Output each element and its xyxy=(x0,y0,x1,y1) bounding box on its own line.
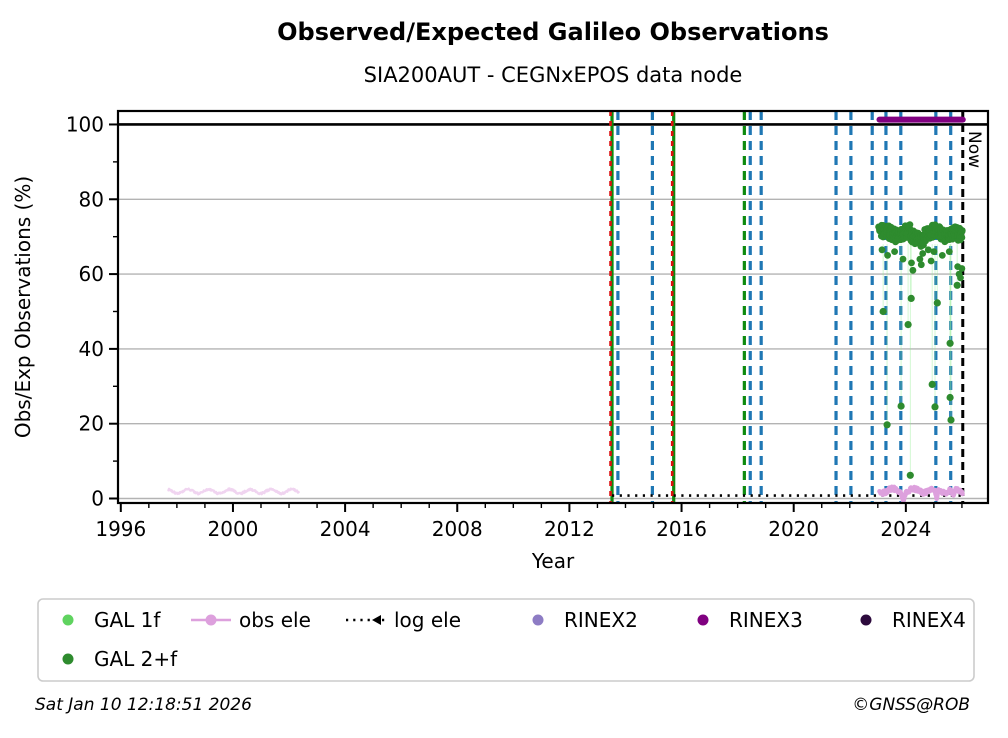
legend-box xyxy=(37,598,975,682)
legend-label: GAL 2+f xyxy=(94,647,178,671)
legend-marker-dot xyxy=(860,614,872,626)
gal2f-outlier-point xyxy=(953,281,961,289)
legend: GAL 1f GAL 2+f obs ele log ele RINEX2 RINEX3 R… xyxy=(37,598,975,682)
now-label: Now xyxy=(964,131,984,168)
x-tick-label: 2024 xyxy=(880,517,931,541)
gal2f-outlier-point xyxy=(946,393,954,402)
plot-border xyxy=(116,109,990,505)
gal2f-point xyxy=(899,255,907,263)
gal2f-outlier-point xyxy=(904,321,912,329)
legend-item-log-ele: log ele xyxy=(346,608,461,632)
chart-subtitle: SIA200AUT - CEGNxEPOS data node xyxy=(364,63,743,87)
y-tick-label: 80 xyxy=(79,187,104,211)
legend-label: GAL 1f xyxy=(94,608,161,632)
gal2f-outlier-point xyxy=(879,307,887,316)
gal2f-point xyxy=(945,248,953,256)
gal2f-point xyxy=(930,248,938,256)
x-tick-label: 2004 xyxy=(320,517,371,541)
footer-timestamp: Sat Jan 10 12:18:51 2026 xyxy=(35,695,252,715)
obs-ele-line xyxy=(167,487,300,496)
legend-marker-dot xyxy=(62,614,74,626)
gal2f-outlier-point xyxy=(906,471,914,479)
gal2f-point xyxy=(908,259,915,267)
chart-title: Observed/Expected Galileo Observations xyxy=(277,18,829,46)
gal2f-point xyxy=(891,248,898,256)
gal2f-outlier-point xyxy=(928,380,936,388)
legend-label: RINEX3 xyxy=(729,608,803,632)
gal2f-point xyxy=(958,265,966,272)
gal2f-outlier-point xyxy=(883,421,891,429)
legend-label: log ele xyxy=(394,608,461,632)
gal2f-outlier-point xyxy=(897,402,905,410)
x-tick-label: 2012 xyxy=(544,517,595,541)
gridlines xyxy=(118,198,988,500)
gal2f-outlier-point xyxy=(907,294,915,302)
gal2f-point xyxy=(919,250,927,257)
legend-marker-triangle xyxy=(372,615,381,625)
x-tick-label: 1996 xyxy=(95,517,146,541)
legend-item-rinex2: RINEX2 xyxy=(532,608,638,632)
legend-item-rinex3: RINEX3 xyxy=(697,608,803,632)
legend-item-obs-ele: obs ele xyxy=(191,608,311,632)
gal2f-outlier-point xyxy=(933,299,941,307)
x-tick-label: 2000 xyxy=(208,517,259,541)
gal2f-point xyxy=(916,255,924,263)
legend-label: RINEX2 xyxy=(564,608,638,632)
y-axis-label: Obs/Exp Observations (%) xyxy=(11,176,35,438)
event-vertical-lines xyxy=(609,111,965,503)
data-series xyxy=(167,116,966,503)
footer-copyright: ©GNSS@ROB xyxy=(852,695,970,715)
gal2f-point xyxy=(909,266,917,274)
gal2f-outlier-point xyxy=(946,339,954,347)
legend-marker-dot xyxy=(532,614,544,626)
x-axis-label: Year xyxy=(531,549,575,573)
y-tick-label: 60 xyxy=(79,262,104,286)
gal2f-point xyxy=(884,252,891,259)
gal2f-outlier-point xyxy=(947,416,955,424)
legend-marker-dot xyxy=(205,614,217,626)
x-tick-label: 2008 xyxy=(432,517,483,541)
y-tick-label: 0 xyxy=(91,487,104,511)
gal2f-point xyxy=(924,246,932,254)
x-tick-label: 2020 xyxy=(768,517,819,541)
obs-ele-line xyxy=(877,484,965,503)
legend-item-rinex4: RINEX4 xyxy=(860,608,966,632)
x-tick-label: 2016 xyxy=(656,517,707,541)
y-tick-label: 20 xyxy=(79,412,104,436)
gal2f-outlier-point xyxy=(931,403,939,411)
legend-item-gal-1f: GAL 1f xyxy=(62,608,161,632)
legend-marker-dot xyxy=(697,614,709,626)
legend-label: RINEX4 xyxy=(892,608,966,632)
gal2f-point xyxy=(878,246,886,254)
gal2f-point xyxy=(957,274,964,282)
legend-label: obs ele xyxy=(239,608,311,632)
gal2f-point xyxy=(958,233,965,241)
gal2f-point xyxy=(958,227,966,234)
legend-item-gal-2-f: GAL 2+f xyxy=(62,647,178,671)
y-tick-label: 40 xyxy=(79,337,104,361)
gal2f-point xyxy=(938,252,946,259)
y-tick-label: 100 xyxy=(66,112,104,136)
legend-marker-dot xyxy=(62,653,74,665)
axes-and-ticks: 1996 2000 2004 2008 2012 2016 2020 2024 0 20 40 60 8… xyxy=(66,109,990,541)
gal2f-point xyxy=(917,261,925,269)
gal2f-point xyxy=(927,257,935,265)
